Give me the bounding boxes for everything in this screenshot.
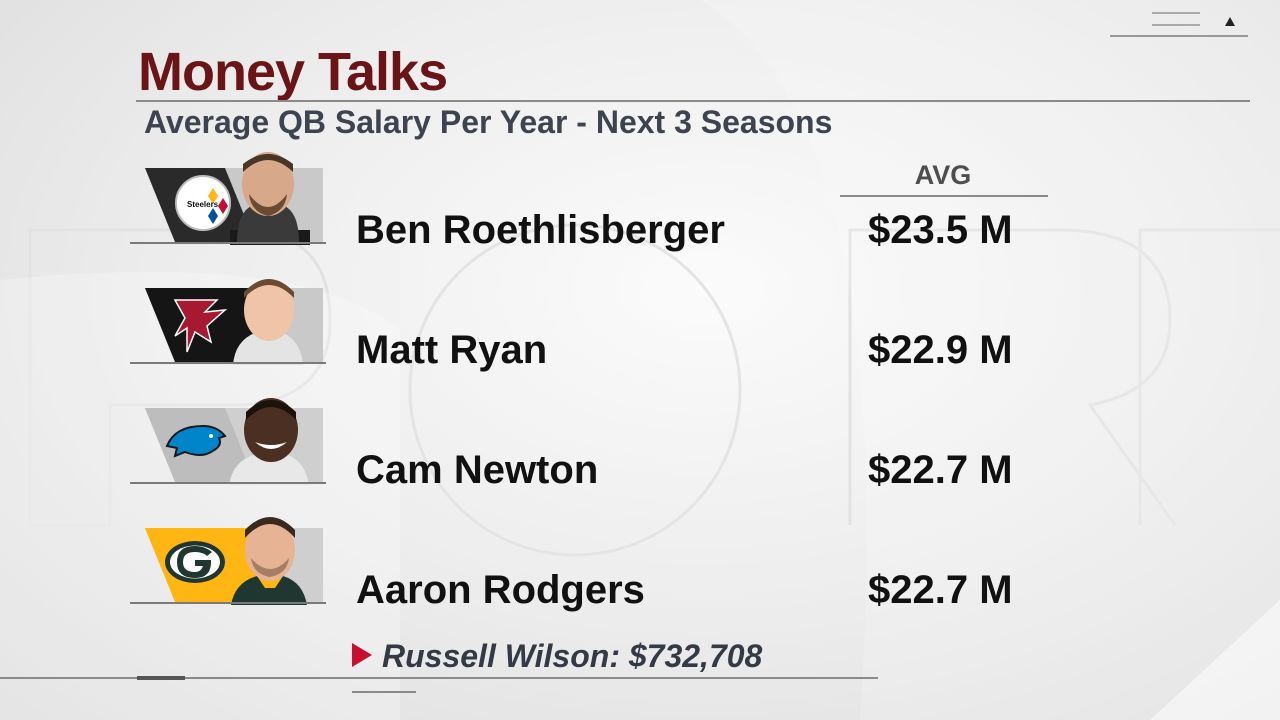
- page-title: Money Talks: [138, 42, 448, 102]
- avg-column-header: AVG: [914, 160, 972, 190]
- player-photo: [230, 152, 310, 245]
- footnote-text: Russell Wilson: $732,708: [382, 638, 763, 674]
- player-name: Matt Ryan: [356, 328, 548, 372]
- player-photo: [229, 398, 309, 485]
- page-subtitle: Average QB Salary Per Year - Next 3 Seas…: [144, 104, 833, 140]
- row-divider: [130, 242, 326, 244]
- player-headshot-thumbnail: [145, 517, 323, 605]
- top-right-indicator: [1110, 10, 1250, 40]
- player-name: Aaron Rodgers: [356, 568, 645, 612]
- table-row: Cam Newton $22.7 M: [0, 390, 1280, 510]
- falcons-logo-icon: [173, 299, 228, 353]
- bottom-divider-accent: [137, 676, 185, 680]
- player-headshot-thumbnail: [145, 398, 323, 485]
- table-row: Steelers Ben Roethlisberger $23.5 M: [0, 150, 1280, 270]
- steelers-logo-icon: Steelers: [175, 175, 231, 231]
- player-salary: $22.7 M: [868, 568, 1013, 612]
- title-divider: [136, 100, 1250, 102]
- player-name: Cam Newton: [356, 448, 599, 492]
- indicator-rule: [1110, 35, 1248, 37]
- row-divider: [130, 482, 326, 484]
- player-salary: $23.5 M: [868, 208, 1013, 252]
- table-row: Matt Ryan $22.9 M: [0, 270, 1280, 390]
- footnote-underline: [352, 691, 416, 693]
- svg-text:Steelers: Steelers: [187, 200, 219, 209]
- player-photo: [233, 279, 303, 365]
- player-salary: $22.9 M: [868, 328, 1013, 372]
- packers-logo-icon: [165, 541, 225, 583]
- indicator-line: [1152, 24, 1200, 26]
- indicator-line: [1152, 12, 1200, 14]
- panthers-logo-icon: [165, 424, 227, 458]
- player-name: Ben Roethlisberger: [356, 208, 725, 252]
- bottom-divider: [0, 677, 878, 679]
- player-headshot-thumbnail: Steelers: [145, 152, 323, 245]
- avg-column-divider: [840, 195, 1048, 197]
- player-headshot-thumbnail: [145, 279, 323, 365]
- player-salary: $22.7 M: [868, 448, 1013, 492]
- row-divider: [130, 602, 326, 604]
- row-divider: [130, 362, 326, 364]
- corner-graphic: [1150, 600, 1280, 720]
- up-arrow-icon: [1225, 17, 1235, 26]
- table-row: Aaron Rodgers $22.7 M: [0, 510, 1280, 630]
- player-photo: [231, 517, 307, 605]
- play-arrow-icon: [352, 643, 372, 667]
